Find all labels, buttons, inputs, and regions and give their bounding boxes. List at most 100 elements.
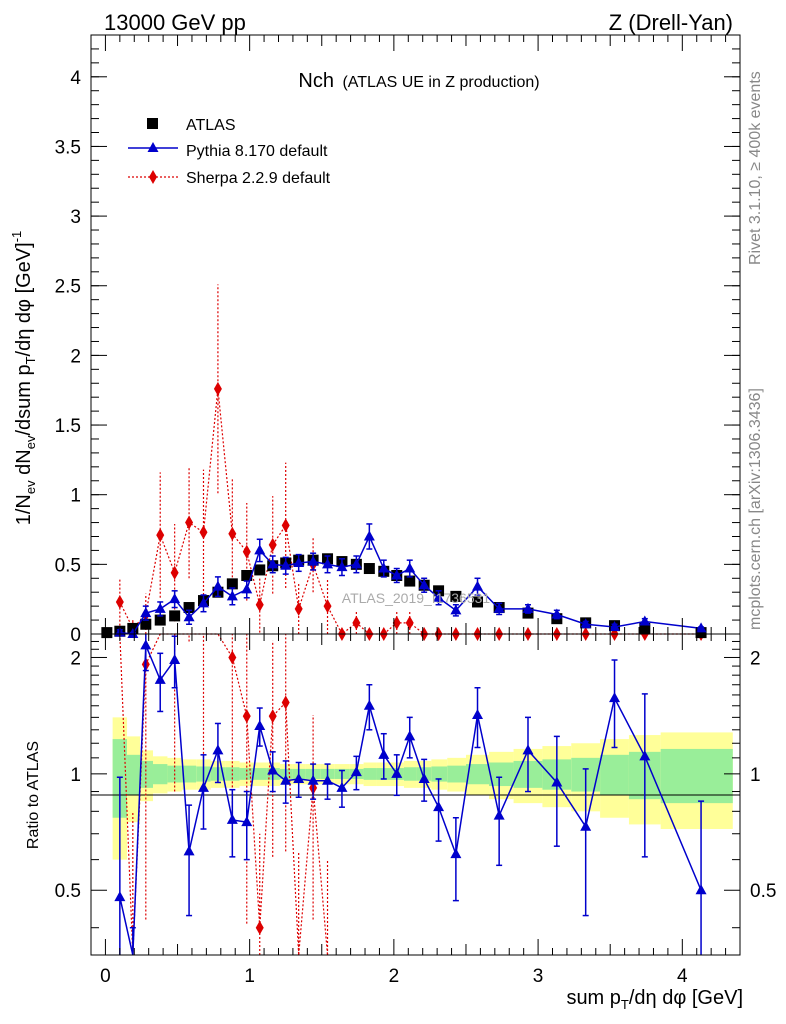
sherpa-point [228,526,237,541]
header-right: Z (Drell-Yan) [609,10,733,35]
ratio-pythia-point [140,639,152,650]
pythia-point [322,558,334,569]
ratio-pythia-point [267,764,279,775]
y-tick-label: 0 [70,625,81,646]
pythia-point [197,597,209,608]
chart-subtitle: (ATLAS UE in Z production) [342,74,539,91]
ratio-sherpa-point [228,650,237,665]
main-y-axis-label: 1/Nev dNev/dsum pT/dη dφ [GeV]-1 [9,231,38,526]
analysis-watermark: ATLAS_2019_I1736531 [342,590,491,606]
ratio-pythia-point [280,774,292,785]
atlas-point [169,610,181,622]
chart-title: Nch [298,70,334,92]
sherpa-point [405,615,414,630]
sherpa-point [242,544,251,559]
y-tick-label: 1 [70,486,81,507]
atlas-point [254,564,266,576]
atlas-point [183,602,195,614]
ratio-pythia-point [114,891,126,902]
ratio-inner-band [153,764,168,785]
ratio-inner-band [447,765,466,783]
main-ticks [90,35,741,635]
ratio-pythia-point [609,692,621,703]
sherpa-point [294,601,303,616]
legend-pythia: Pythia 8.170 default [186,143,328,160]
y-tick-label: 4 [70,68,81,89]
ratio-inner-band [431,766,448,782]
pythia-point [280,559,292,570]
ratio-y-tick-label: 2 [70,648,81,669]
atlas-point [639,622,651,634]
legend-marker-sherpa [149,170,157,184]
pythia-point [551,608,563,619]
x-axis-label: sum pT/dη dφ [GeV] [566,987,743,1012]
ratio-y-tick-label-right: 0.5 [750,881,776,902]
ratio-y-tick-labels: 0.5 0.5 1 1 2 2 [55,648,777,902]
y-tick-label: 2.5 [55,277,81,298]
ratio-pythia-point [307,774,319,785]
pythia-point [580,618,592,629]
ratio-inner-band [181,765,197,783]
pythia-point [226,590,238,601]
ratio-pythia-point [450,848,462,859]
y-tick-label: 2 [70,346,81,367]
ratio-pythia-point [254,719,266,730]
ratio-sherpa-point [281,695,290,710]
x-tick-label: 2 [389,966,400,987]
ratio-pythia-point [212,744,224,755]
pythia-point [254,544,266,555]
ratio-pythia-point [391,767,403,778]
ratio-ticks [90,634,741,955]
pythia-point [169,593,181,604]
ratio-pythia-point [183,845,195,856]
x-tick-label: 0 [100,966,111,987]
x-tick-label: 4 [677,966,688,987]
ratio-pythia-point [418,772,430,783]
ratio-pythia-point [197,781,209,792]
ratio-data-layer [114,633,707,956]
pythia-point [350,558,362,569]
ratio-pythia-point [493,809,505,820]
ratio-y-tick-label: 1 [70,765,81,786]
ratio-pythia-point [378,748,390,759]
ratio-sherpa-point [268,709,277,724]
pythia-point [391,569,403,580]
pythia-point [241,583,253,594]
pythia-point [450,604,462,615]
y-tick-label: 0.5 [55,555,81,576]
atlas-point [140,618,152,630]
ratio-sherpa-point [242,709,251,724]
pythia-point [418,579,430,590]
legend-marker-atlas [147,118,158,129]
ratio-pythia-point [404,730,416,741]
ratio-inner-band [127,754,141,796]
sherpa-point [281,518,290,533]
pythia-point [404,562,416,573]
pythia-point [493,602,505,613]
sherpa-point [323,599,332,614]
ratio-y-tick-label: 0.5 [55,881,81,902]
atlas-point [154,614,166,626]
ratio-pythia-point [551,776,563,787]
ratio-sherpa-point [255,920,264,935]
pythia-point [639,615,651,626]
ratio-inner-band [140,760,154,788]
atlas-point [241,569,253,581]
ratio-y-tick-label-right: 1 [750,765,761,786]
sherpa-point [156,528,165,543]
ratio-pythia-point [695,884,707,895]
sherpa-point [115,594,124,609]
ratio-y-axis-label: Ratio to ATLAS [25,741,42,849]
atlas-point [450,590,462,602]
atlas-point [695,627,707,639]
ratio-y-tick-label-right: 2 [750,648,761,669]
sherpa-point [170,565,179,580]
ratio-pythia-point [522,744,534,755]
ratio-inner-band [253,768,267,780]
ratio-pythia-point [580,820,592,831]
ratio-inner-band [660,748,733,804]
sherpa-point [255,597,264,612]
atlas-point [472,596,484,608]
header-left: 13000 GeV pp [104,10,246,35]
atlas-point [404,575,416,587]
